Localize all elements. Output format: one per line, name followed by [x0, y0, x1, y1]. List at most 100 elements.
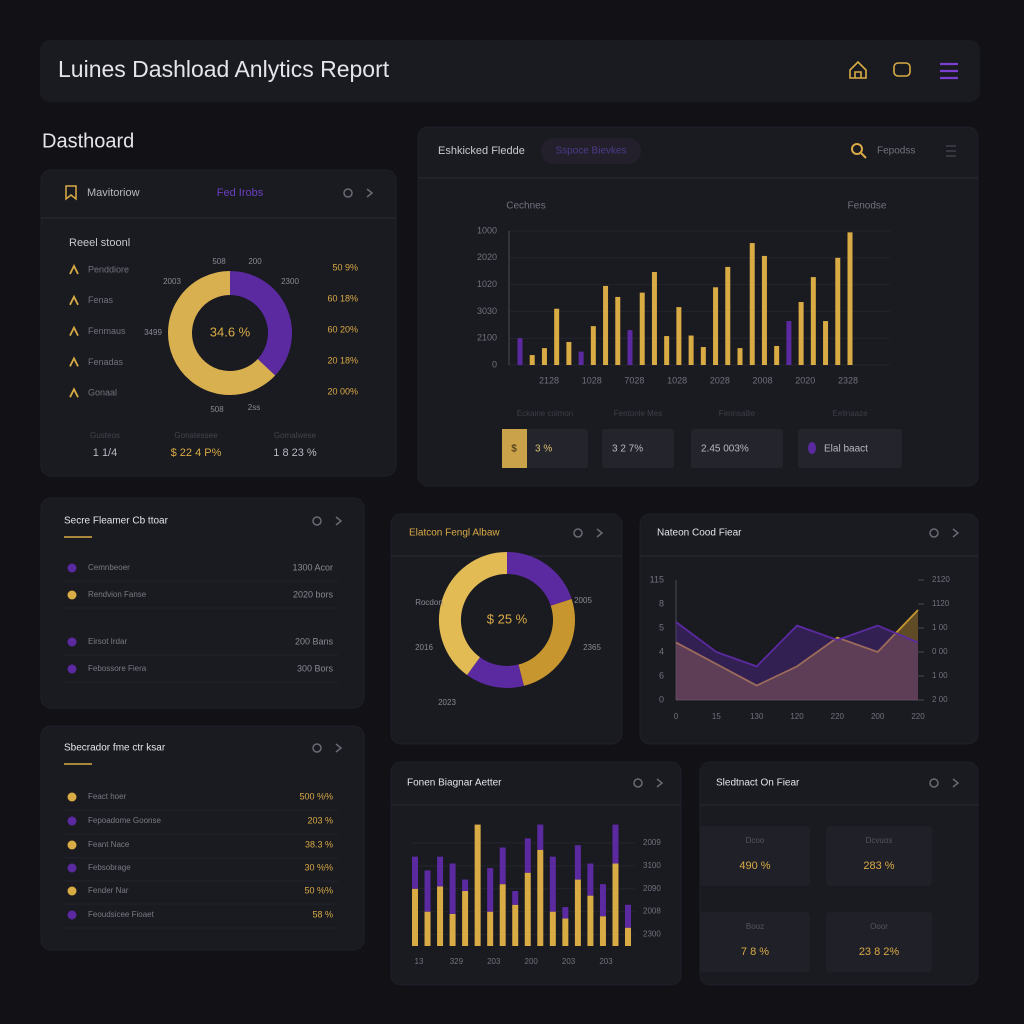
row-value: 38.3 %	[305, 839, 333, 849]
bar-segment	[449, 863, 456, 914]
bar-segment	[412, 888, 418, 946]
bar	[603, 285, 609, 365]
row-value: 30 %%	[304, 862, 333, 872]
bar	[651, 272, 657, 365]
panel	[40, 497, 365, 709]
bar	[798, 302, 804, 365]
next-icon[interactable]	[335, 743, 343, 753]
x-tick-label: 7028	[624, 375, 644, 385]
settings-icon[interactable]	[343, 188, 353, 198]
legend-label: Fenmaus	[88, 326, 126, 336]
panel-title: Secre Fleamer Cb ttoar	[64, 516, 169, 527]
search-label: Fepodss	[877, 146, 915, 157]
card-label: Ooor	[870, 922, 888, 931]
stat-value: 50 9%	[332, 262, 358, 272]
donut-label: 2016	[415, 643, 433, 652]
bar-segment	[574, 845, 581, 880]
legend-label: Gonaal	[88, 388, 117, 398]
next-icon[interactable]	[952, 528, 960, 538]
bar	[554, 308, 560, 365]
bar-segment	[437, 856, 444, 887]
pill[interactable]	[541, 138, 641, 164]
chat-icon[interactable]	[893, 62, 911, 77]
panel-title: Elatcon Fengl Albaw	[409, 528, 500, 539]
card-label: Dcvuos	[866, 836, 893, 845]
bar-segment	[487, 868, 494, 912]
row-value: 58 %	[312, 909, 333, 919]
bar-segment	[449, 913, 456, 946]
bar-segment	[599, 916, 606, 946]
donut-segment	[506, 552, 572, 607]
settings-icon[interactable]	[573, 528, 583, 538]
y-tick-label: 2300	[643, 930, 661, 939]
bar-segment	[537, 849, 544, 946]
row-label: Fender Nar	[88, 886, 129, 895]
panel-tab: Fed Irobs	[217, 187, 264, 199]
badge-label: $	[511, 444, 517, 455]
bar-segment	[587, 895, 594, 946]
panel	[40, 169, 397, 477]
card-label: Fentonle Mes	[614, 409, 662, 418]
bar	[566, 341, 572, 365]
donut-label: 508	[210, 405, 224, 414]
row-dot	[67, 590, 77, 600]
panel	[390, 761, 682, 986]
panel-subtitle: Reeel stoonl	[69, 237, 130, 249]
bar	[664, 336, 670, 365]
settings-icon[interactable]	[929, 778, 939, 788]
page-header-title: Luines Dashload Anlytics Report	[58, 56, 390, 82]
y-tick-label: 2020	[477, 252, 497, 262]
card-value: Elal baact	[824, 444, 868, 455]
y2-tick-label: 0 00	[932, 647, 948, 656]
next-icon[interactable]	[656, 778, 664, 788]
line	[675, 609, 919, 687]
bar-segment	[524, 838, 531, 873]
legend-icon	[69, 387, 79, 398]
row-value: 2020 bors	[293, 589, 334, 599]
card-value: 490 %	[739, 860, 770, 872]
footer-value: $ 22 4 P%	[171, 447, 222, 459]
row-dot	[67, 637, 77, 647]
footer-label: Gomalwese	[274, 431, 317, 440]
x-tick-label: 130	[750, 712, 764, 721]
donut-label: 2003	[163, 277, 181, 286]
row-value: 500 %%	[299, 791, 333, 801]
panel-title: Nateon Cood Fiear	[657, 528, 742, 539]
y-tick-label: 1020	[477, 279, 497, 289]
card-value: 3 %	[535, 444, 552, 455]
bar	[835, 257, 841, 365]
card-label: Fennsallie	[719, 409, 756, 418]
next-icon[interactable]	[596, 528, 604, 538]
search-icon[interactable]	[851, 143, 863, 155]
page-title: Dasthoard	[42, 130, 134, 152]
card-label: Dcoo	[746, 836, 765, 845]
donut-segment	[467, 656, 524, 688]
settings-icon[interactable]	[929, 528, 939, 538]
panel	[40, 725, 365, 951]
panel	[417, 126, 979, 487]
bar	[627, 330, 633, 365]
x-tick-label: 329	[450, 957, 464, 966]
bar-segment	[562, 918, 569, 946]
row-label: Febsobrage	[88, 863, 131, 872]
y2-tick-label: 1120	[932, 599, 950, 608]
next-icon[interactable]	[366, 188, 374, 198]
next-icon[interactable]	[952, 778, 960, 788]
next-icon[interactable]	[335, 516, 343, 526]
x-tick-label: 1028	[667, 375, 687, 385]
area	[676, 610, 918, 700]
home-icon[interactable]	[849, 60, 867, 79]
x-tick-label: 15	[712, 712, 721, 721]
legend-label: Fenadas	[88, 357, 124, 367]
bar	[810, 277, 816, 365]
settings-icon[interactable]	[633, 778, 643, 788]
settings-icon[interactable]	[312, 743, 322, 753]
bar	[749, 243, 755, 365]
settings-icon[interactable]	[312, 516, 322, 526]
footer-label: Gusteos	[90, 431, 120, 440]
donut-center-label: $ 25 %	[487, 611, 528, 626]
x-tick-label: 2028	[710, 375, 730, 385]
x-tick-label: 220	[831, 712, 845, 721]
panel	[390, 513, 623, 745]
